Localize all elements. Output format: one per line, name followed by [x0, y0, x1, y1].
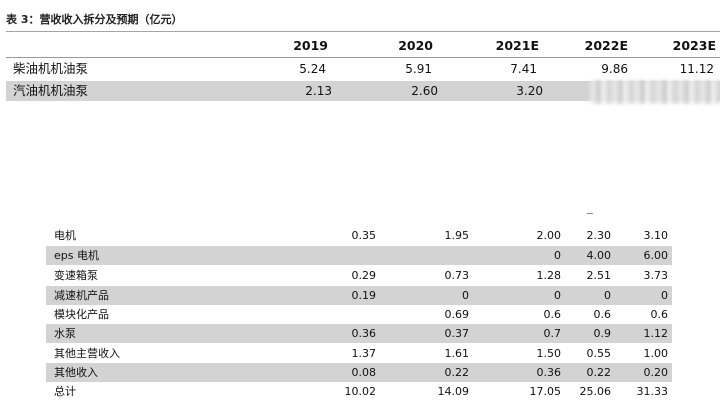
- cell: 0.08: [351, 366, 377, 379]
- cell: 0.73: [444, 269, 470, 282]
- table-row: 其他主营收入 1.37 1.61 1.50 0.55 1.00: [46, 344, 672, 363]
- cell: 0.20: [643, 366, 669, 379]
- header-2022e: 2022E: [584, 38, 628, 53]
- cell: 5.91: [405, 62, 432, 76]
- row-label: 其他收入: [54, 366, 98, 379]
- top-rule: [6, 31, 720, 32]
- table-row: 模块化产品 0.69 0.6 0.6 0.6: [46, 305, 672, 324]
- cell: 1.95: [444, 229, 470, 242]
- header-2023e: 2023E: [672, 38, 716, 53]
- row-label: 减速机产品: [54, 289, 109, 302]
- cell: 0.22: [586, 366, 612, 379]
- redaction-blur: [590, 80, 720, 104]
- cell: 10.02: [344, 385, 377, 398]
- table-row: 其他收入 0.08 0.22 0.36 0.22 0.20: [46, 363, 672, 382]
- cell: 1.28: [536, 269, 562, 282]
- cell: 0.55: [586, 347, 612, 360]
- cell: 0.6: [650, 308, 669, 321]
- cell: 2.51: [586, 269, 612, 282]
- stray-mark: [587, 213, 593, 214]
- cell: 0.69: [444, 308, 470, 321]
- cell: 0: [554, 289, 561, 302]
- cell: 0.36: [351, 327, 377, 340]
- table-row: 柴油机机油泵 5.24 5.91 7.41 9.86 11.12: [0, 59, 720, 79]
- cell: 4.00: [586, 249, 612, 262]
- cell: 3.20: [516, 84, 543, 98]
- cell: 14.09: [437, 385, 470, 398]
- cell: 0: [604, 289, 611, 302]
- cell: 11.12: [679, 62, 714, 76]
- row-label: 模块化产品: [54, 308, 109, 321]
- cell: 1.00: [643, 347, 669, 360]
- cell: 0.9: [593, 327, 612, 340]
- cell: 31.33: [636, 385, 669, 398]
- header-2020: 2020: [398, 38, 433, 53]
- cell: 9.86: [601, 62, 628, 76]
- cell: 5.24: [299, 62, 326, 76]
- cell: 17.05: [529, 385, 562, 398]
- cell: 0.19: [351, 289, 377, 302]
- cell: 0.29: [351, 269, 377, 282]
- header-2021e: 2021E: [495, 38, 539, 53]
- cell: 2.30: [586, 229, 612, 242]
- row-label: 其他主营收入: [54, 347, 120, 360]
- cell: 0.6: [593, 308, 612, 321]
- cell: 0: [462, 289, 469, 302]
- cell: 0.7: [543, 327, 562, 340]
- table1-header-row: 2019 2020 2021E 2022E 2023E: [0, 36, 720, 56]
- cell: 2.00: [536, 229, 562, 242]
- cell: 0.36: [536, 366, 562, 379]
- cell: 3.73: [643, 269, 669, 282]
- table-row: 变速箱泵 0.29 0.73 1.28 2.51 3.73: [46, 266, 672, 285]
- table-caption: 表 3：营收收入拆分及预期（亿元）: [6, 13, 183, 26]
- row-label: 电机: [54, 229, 76, 242]
- cell: 1.37: [351, 347, 377, 360]
- cell: 3.10: [643, 229, 669, 242]
- table-row: 电机 0.35 1.95 2.00 2.30 3.10: [46, 226, 672, 245]
- cell: 0: [661, 289, 668, 302]
- cell: 1.12: [643, 327, 669, 340]
- cell: 0.22: [444, 366, 470, 379]
- cell: 0.35: [351, 229, 377, 242]
- table-row-total: 总计 10.02 14.09 17.05 25.06 31.33: [46, 382, 672, 401]
- header-rule: [6, 57, 720, 58]
- cell: 7.41: [510, 62, 537, 76]
- cell: 6.00: [643, 249, 669, 262]
- cell: 25.06: [579, 385, 612, 398]
- cell: 0.37: [444, 327, 470, 340]
- row-label: eps 电机: [54, 249, 99, 262]
- cell: 0.6: [543, 308, 562, 321]
- cell: 1.50: [536, 347, 562, 360]
- cell: 2.60: [411, 84, 438, 98]
- row-label: 水泵: [54, 327, 76, 340]
- cell: 0: [554, 249, 561, 262]
- header-2019: 2019: [293, 38, 328, 53]
- row-label: 变速箱泵: [54, 269, 98, 282]
- row-label: 汽油机机油泵: [13, 83, 89, 98]
- table-row: 减速机产品 0.19 0 0 0 0: [46, 286, 672, 305]
- table-row: eps 电机 0 4.00 6.00: [46, 246, 672, 265]
- table-row: 汽油机机油泵 2.13 2.60 3.20: [6, 81, 720, 101]
- cell: 2.13: [305, 84, 332, 98]
- cell: 1.61: [444, 347, 470, 360]
- row-label: 总计: [54, 385, 76, 398]
- table-row: 水泵 0.36 0.37 0.7 0.9 1.12: [46, 324, 672, 343]
- row-label: 柴油机机油泵: [13, 61, 89, 76]
